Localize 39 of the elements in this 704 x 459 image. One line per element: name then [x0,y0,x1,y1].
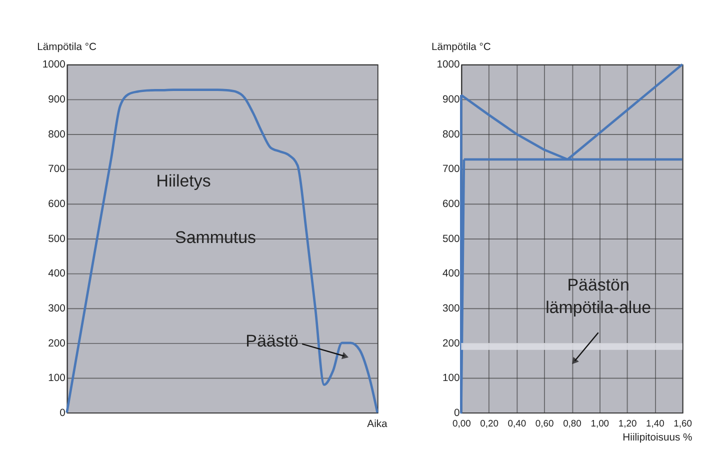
y-tick-label: 400 [48,268,66,280]
y-tick-label: 500 [442,234,460,245]
x-tick-label: 1,60 [674,417,692,428]
y-axis-title: Lämpötila °C [37,42,98,53]
x-axis-title: Aika [367,419,388,430]
y-tick-label: 100 [48,373,66,384]
x-tick-label: 0,00 [452,417,471,428]
y-tick-label: 200 [48,338,66,350]
y-tick-label: 900 [48,94,66,106]
annotation: Sammutus [175,228,256,248]
x-tick-label: 1,00 [590,417,610,428]
annotation: Hiiletys [156,172,211,191]
y-tick-label: 700 [48,164,66,176]
y-tick-label: 300 [48,303,66,314]
x-tick-label: 0,20 [480,417,498,428]
band-label: Päästön lämpötila-alue [546,275,652,317]
x-tick-label: 0,80 [563,417,582,428]
x-tick-label: 1,20 [618,417,637,428]
y-tick-label: 100 [442,373,460,384]
y-tick-label: 300 [442,303,460,314]
x-tick-label: 1,40 [646,417,664,428]
y-tick-label: 800 [48,129,66,140]
y-tick-label: 1000 [42,60,66,71]
y-tick-label: 600 [48,198,66,210]
y-tick-label: 0 [454,408,460,419]
y-tick-label: 500 [48,234,66,245]
x-tick-label: 0,60 [535,417,554,428]
y-tick-label: 200 [442,338,460,350]
x-axis-title: Hiilipitoisuus % [622,432,692,444]
x-tick-label: 0,40 [508,417,526,428]
annotation: Päästö [246,332,298,351]
y-tick-label: 0 [60,408,66,419]
y-axis-title: Lämpötila °C [432,42,492,53]
y-tick-label: 900 [442,94,460,106]
y-tick-label: 400 [442,268,460,280]
y-tick-label: 800 [442,129,460,140]
y-tick-label: 1000 [436,60,460,71]
y-tick-label: 700 [442,164,460,176]
y-tick-label: 600 [442,198,460,210]
